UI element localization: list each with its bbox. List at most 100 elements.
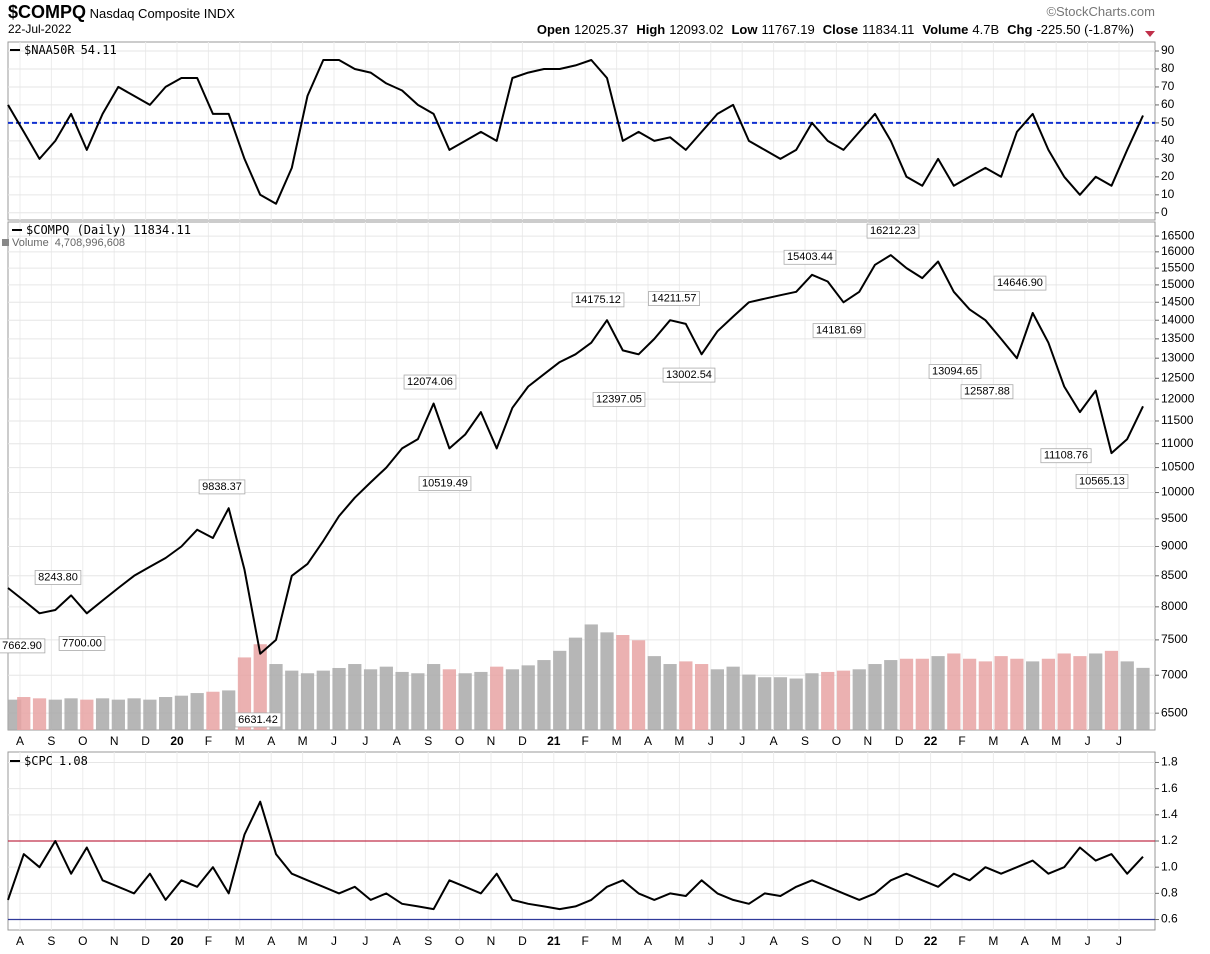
volume-bar bbox=[1026, 661, 1040, 730]
symbol: $COMPQ bbox=[8, 2, 87, 22]
y-tick-label: 16500 bbox=[1161, 228, 1195, 242]
annotation: 6631.42 bbox=[234, 712, 282, 728]
annotation-label: 16212.23 bbox=[870, 225, 916, 237]
x-tick-label: F bbox=[205, 934, 212, 948]
annotation-box bbox=[58, 636, 106, 651]
down-arrow bbox=[1145, 31, 1155, 37]
legend-name: $NAA50R bbox=[24, 43, 75, 57]
y-tick-label: 8000 bbox=[1161, 599, 1188, 613]
x-tick-label: J bbox=[708, 934, 714, 948]
x-tick-label: M bbox=[298, 934, 308, 948]
volume-bar bbox=[332, 667, 346, 730]
volume-bar bbox=[742, 674, 756, 730]
volume-bar bbox=[300, 673, 315, 730]
volume-bar bbox=[1104, 650, 1119, 730]
x-tick-label: M bbox=[612, 934, 622, 948]
volume-bar bbox=[1073, 656, 1087, 730]
x-tick-label: D bbox=[895, 734, 904, 748]
x-tick-label: M bbox=[1051, 734, 1061, 748]
y-tick-label: 0.8 bbox=[1161, 886, 1178, 900]
x-tick-label: N bbox=[110, 934, 119, 948]
legend-entry: Volume 4,708,996,608 bbox=[12, 237, 125, 249]
legend-entry: $CPC 1.08 bbox=[24, 754, 88, 768]
volume-bar bbox=[237, 657, 252, 730]
y-tick-label: 0.6 bbox=[1161, 912, 1178, 926]
x-tick-label: D bbox=[518, 734, 527, 748]
y-tick-label: 12000 bbox=[1161, 391, 1195, 405]
annotation-box bbox=[928, 364, 982, 379]
x-tick-label: M bbox=[298, 734, 308, 748]
volume-bar bbox=[821, 671, 835, 730]
legend-latest: 11834.11 bbox=[133, 223, 191, 237]
x-tick-label: D bbox=[141, 734, 150, 748]
y-tick-label: 11000 bbox=[1161, 436, 1194, 450]
volume-bar bbox=[600, 632, 614, 730]
annotation-label: 8243.80 bbox=[38, 571, 78, 583]
y-tick-label: 13000 bbox=[1161, 350, 1195, 364]
quote-value: 4.7B bbox=[972, 22, 1000, 37]
x-tick-label: J bbox=[739, 934, 745, 948]
volume-bar bbox=[505, 669, 520, 730]
x-tick-label: A bbox=[267, 934, 275, 948]
annotation-label: 12397.05 bbox=[596, 393, 642, 405]
annotation-label: 11108.76 bbox=[1044, 450, 1088, 462]
quote-value: 11767.19 bbox=[761, 22, 815, 37]
annotation-label: 7662.90 bbox=[2, 640, 42, 652]
annotation-label: 13002.54 bbox=[666, 369, 712, 381]
series-line bbox=[7, 59, 1144, 205]
annotation-box bbox=[1040, 448, 1092, 464]
volume-bar bbox=[80, 699, 94, 730]
legend-latest: 4,708,996,608 bbox=[55, 237, 125, 249]
x-tick-label: A bbox=[644, 934, 652, 948]
x-tick-label: F bbox=[582, 734, 589, 748]
annotation: 7700.00 bbox=[58, 636, 106, 651]
annotation-label: 6631.42 bbox=[238, 714, 278, 726]
x-tick-label: A bbox=[1021, 734, 1029, 748]
quote: Open 12025.37 High 12093.02 Low 11767.19 Close… bbox=[537, 22, 1142, 37]
x-tick-label: A bbox=[770, 934, 778, 948]
volume-bar bbox=[836, 670, 851, 730]
x-tick-label: A bbox=[1021, 934, 1029, 948]
y-tick-label: 1.0 bbox=[1161, 859, 1178, 873]
y-tick-label: 14000 bbox=[1161, 312, 1195, 326]
x-tick-label: A bbox=[393, 734, 401, 748]
annotation: 12397.05 bbox=[592, 392, 646, 407]
x-tick-label: M bbox=[235, 934, 245, 948]
x-tick-label: M bbox=[1051, 934, 1061, 948]
volume-bar bbox=[32, 698, 47, 730]
y-tick-label: 80 bbox=[1161, 61, 1175, 75]
legend-latest: 1.08 bbox=[59, 754, 88, 768]
quote-label: Volume bbox=[922, 22, 969, 37]
annotation: 7662.90 bbox=[0, 638, 46, 654]
volume-bar bbox=[316, 670, 330, 730]
volume-bar bbox=[474, 671, 488, 730]
x-tick-label: O bbox=[832, 934, 841, 948]
x-tick-label: N bbox=[863, 734, 872, 748]
volume-bar bbox=[994, 656, 1008, 730]
y-tick-label: 30 bbox=[1161, 151, 1175, 165]
annotation-box bbox=[0, 638, 46, 654]
y-tick-label: 1.4 bbox=[1161, 807, 1178, 821]
header-title: $COMPQ Nasdaq Composite INDX bbox=[8, 2, 235, 23]
annotation: 8243.80 bbox=[34, 570, 82, 585]
volume-bar bbox=[1089, 653, 1103, 730]
y-tick-label: 9500 bbox=[1161, 511, 1188, 525]
y-tick-label: 14500 bbox=[1161, 294, 1195, 308]
volume-bar bbox=[1010, 658, 1024, 730]
volume-bar bbox=[852, 669, 866, 730]
x-tick-label: A bbox=[16, 734, 24, 748]
date: 22-Jul-2022 bbox=[8, 22, 72, 36]
volume-bar bbox=[111, 699, 125, 730]
y-tick-label: 50 bbox=[1161, 115, 1175, 129]
volume-bar bbox=[553, 650, 567, 730]
annotation-box bbox=[648, 291, 700, 306]
volume-bar bbox=[427, 664, 441, 730]
y-tick-label: 10500 bbox=[1161, 460, 1195, 474]
volume-bar bbox=[726, 666, 740, 730]
volume-bar bbox=[631, 640, 646, 730]
annotation: 14211.57 bbox=[648, 291, 700, 306]
annotation-box bbox=[812, 323, 866, 339]
annotation-box bbox=[592, 392, 646, 407]
y-tick-label: 20 bbox=[1161, 169, 1175, 183]
x-tick-label: J bbox=[362, 934, 368, 948]
